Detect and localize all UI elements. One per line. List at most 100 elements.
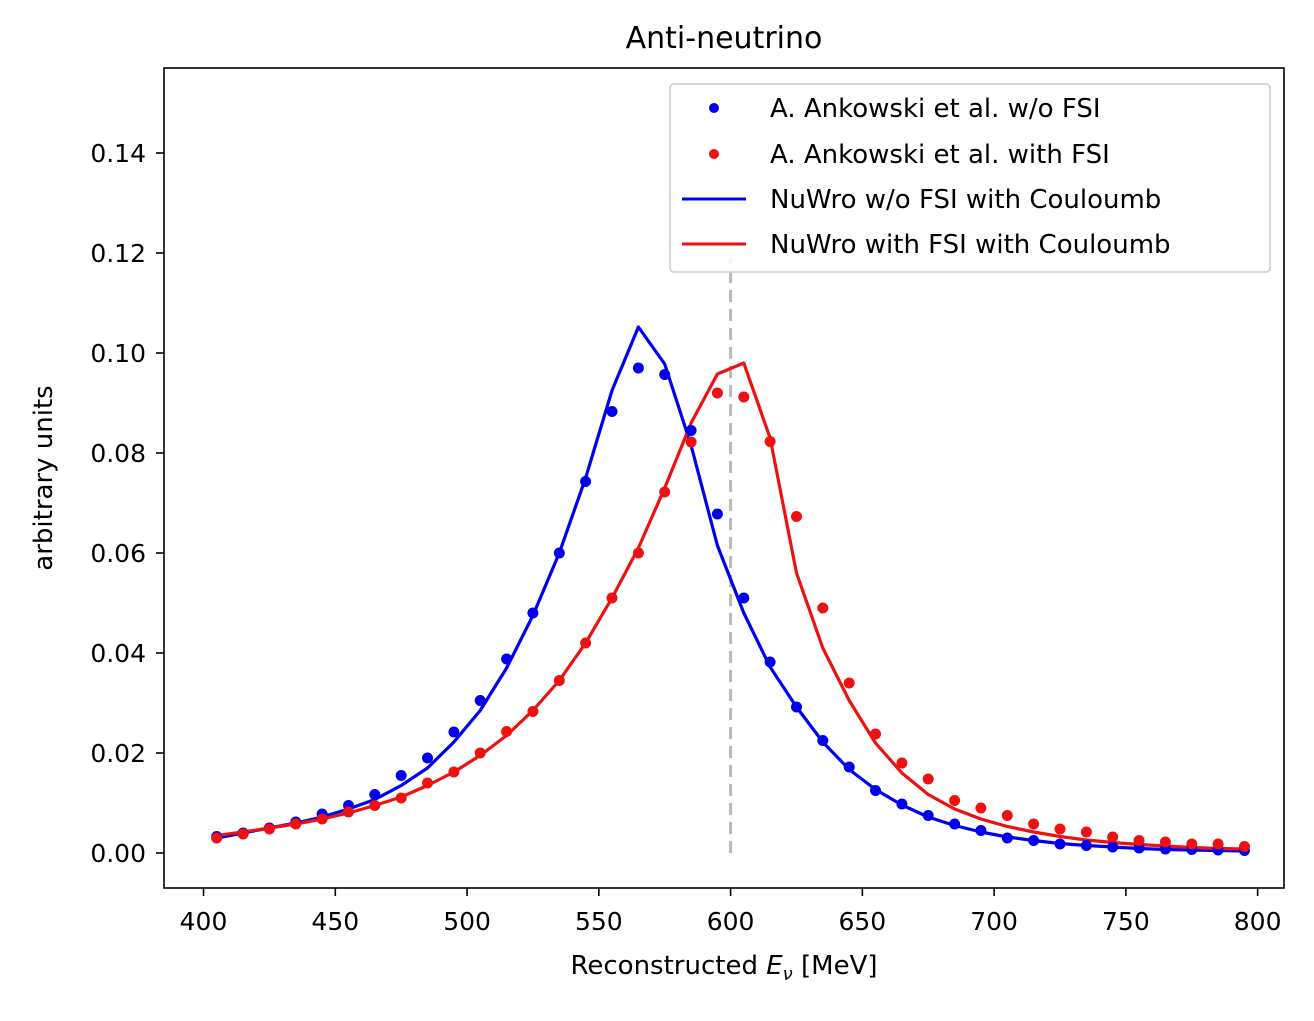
series-1-point [316, 813, 328, 825]
series-1-point [949, 795, 961, 806]
series-0-point [922, 810, 934, 821]
x-axis-label-symbol: E [766, 951, 783, 981]
series-1-point [290, 818, 302, 830]
series-0-point [896, 798, 908, 810]
x-tick-label: 600 [707, 907, 755, 936]
series-1-point [711, 387, 723, 399]
series-1-point [527, 706, 539, 717]
series-1-point [1186, 838, 1198, 850]
series-0-point [817, 735, 829, 746]
y-tick-label: 0.14 [90, 139, 146, 168]
x-axis-label-subscript: ν [783, 964, 793, 985]
x-axis-label-prefix: Reconstructed [570, 951, 766, 981]
x-tick-label: 700 [970, 907, 1018, 936]
y-tick-label: 0.02 [90, 739, 146, 768]
axes-frame [163, 67, 1285, 889]
series-line-3 [216, 361, 1245, 851]
series-0-point [553, 547, 565, 559]
series-0-point [685, 425, 697, 436]
x-axis-label-suffix: [MeV] [793, 951, 878, 981]
series-0-point [1028, 835, 1040, 846]
series-0-point [764, 656, 776, 668]
series-0-point [474, 695, 486, 706]
legend-marker-blue-dots [709, 103, 719, 113]
series-1-point [237, 828, 249, 840]
x-tick-label: 800 [1234, 907, 1282, 936]
series-1-point [395, 792, 407, 804]
y-axis-label: arbitrary units [29, 385, 59, 570]
chart-title: Anti-neutrino [626, 21, 823, 56]
series-1-point [580, 637, 592, 649]
series-0-point [738, 592, 750, 604]
series-0-point [501, 653, 513, 665]
series-0-point [1107, 841, 1119, 853]
series-0-point [422, 752, 433, 764]
legend-label-ankowski-with-fsi: A. Ankowski et al. with FSI [770, 140, 1110, 170]
y-tick-label: 0.00 [90, 839, 146, 868]
series-line-2 [216, 325, 1245, 853]
series-1-point [632, 547, 644, 559]
series-0-point [1001, 832, 1013, 844]
series-1-point [474, 747, 486, 759]
y-tick-label: 0.10 [90, 339, 146, 368]
series-1-point [1054, 823, 1066, 835]
x-tick-label: 750 [1102, 907, 1150, 936]
series-0-point [659, 369, 671, 380]
series-0-point [632, 362, 644, 374]
series-1-point [422, 777, 433, 789]
series-0-point [369, 789, 381, 800]
series-0-point [527, 607, 539, 619]
legend: A. Ankowski et al. w/o FSI A. Ankowski e… [669, 83, 1271, 273]
series-1-point [1159, 836, 1171, 848]
legend-label-ankowski-wo-fsi: A. Ankowski et al. w/o FSI [770, 94, 1101, 124]
series-1-point [263, 823, 275, 835]
x-tick-label: 500 [443, 907, 491, 936]
series-0-point [949, 818, 961, 830]
series-0-point [395, 770, 407, 781]
legend-label-nuwro-with-fsi: NuWro with FSI with Couloumb [770, 230, 1171, 260]
series-1-point [553, 675, 565, 686]
x-axis-label: Reconstructed Eν [MeV] [570, 951, 877, 985]
series-0-point [843, 761, 855, 773]
series-1-point [1001, 810, 1013, 821]
series-1-point [211, 832, 223, 844]
series-1-point [659, 486, 671, 498]
series-0-point [870, 785, 881, 796]
series-1-point [343, 806, 354, 818]
plot-area [211, 258, 1250, 856]
x-tick-label: 400 [180, 907, 228, 936]
series-1-point [843, 677, 855, 689]
series-0-point [975, 825, 987, 836]
series-1-point [1212, 838, 1224, 850]
series-1-point [685, 436, 697, 448]
series-0-point [580, 476, 592, 487]
series-1-point [738, 391, 750, 403]
series-1-point [1080, 826, 1092, 838]
series-1-point [448, 766, 460, 778]
y-tick-label: 0.04 [90, 639, 146, 668]
x-tick-label: 650 [838, 907, 886, 936]
series-1-point [764, 436, 776, 447]
series-1-point [501, 726, 513, 737]
series-1-point [369, 800, 381, 811]
x-tick-label: 550 [575, 907, 623, 936]
legend-label-nuwro-wo-fsi: NuWro w/o FSI with Couloumb [770, 185, 1161, 215]
series-1-point [817, 602, 829, 614]
legend-marker-red-dots [709, 149, 719, 159]
series-1-point [1239, 841, 1250, 852]
series-0-point [1054, 838, 1066, 850]
series-1-point [1133, 835, 1145, 846]
axis-ticks: 400 450 500 550 600 650 700 750 800 0.00 0.02 0.04 0… [90, 139, 1281, 936]
series-1-point [606, 592, 618, 604]
series-0-point [448, 726, 460, 738]
series-1-point [922, 773, 934, 785]
series-1-point [975, 802, 987, 814]
series-0-point [711, 508, 723, 520]
series-0-point [606, 406, 618, 417]
series-0-point [1080, 840, 1092, 851]
series-0-point [791, 701, 802, 713]
y-tick-label: 0.08 [90, 439, 146, 468]
y-tick-label: 0.06 [90, 539, 146, 568]
x-tick-label: 450 [311, 907, 359, 936]
